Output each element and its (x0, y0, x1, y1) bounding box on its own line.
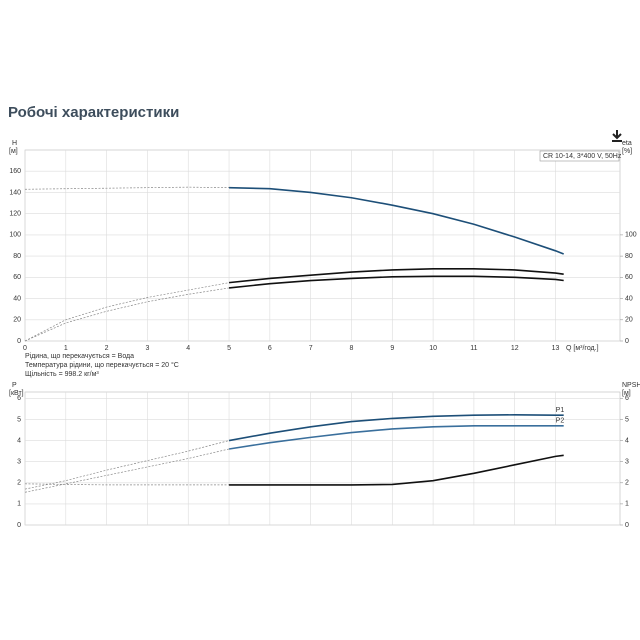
y-tick-label: 0 (17, 338, 21, 345)
y-tick-label: 160 (9, 168, 21, 175)
curve (228, 268, 564, 284)
curve-extrapolated (24, 448, 230, 493)
y2-tick-label: 0 (625, 338, 629, 345)
curve (228, 424, 564, 450)
fluid-note: Щільність = 998.2 кг/м³ (25, 370, 99, 378)
curve-extrapolated (24, 186, 230, 190)
x-tick-label: 0 (23, 345, 27, 352)
curve (229, 454, 564, 486)
x-tick-label: 10 (429, 345, 437, 352)
legend-box (539, 150, 620, 162)
y2-tick-label: 6 (625, 395, 629, 402)
y2-tick-label: 0 (625, 522, 629, 529)
y2-tick-label: 5 (625, 416, 629, 423)
y-tick-label: 3 (17, 459, 21, 466)
curve-extrapolated (24, 483, 230, 486)
y-tick-label: 40 (13, 295, 21, 302)
curve-extrapolated (24, 440, 230, 490)
y2-tick-label: 1 (625, 501, 629, 508)
x-axis-label: Q [м³/год.] (566, 345, 599, 352)
y-tick-label: 20 (13, 317, 21, 324)
x-tick-label: 9 (390, 345, 394, 352)
y-tick-label: 140 (9, 189, 21, 196)
y-tick-label: 5 (17, 416, 21, 423)
x-tick-label: 12 (511, 345, 519, 352)
y-axis-label: H (12, 140, 17, 147)
curve (228, 413, 564, 442)
y2-tick-label: 2 (625, 480, 629, 487)
series-label: P1 (556, 407, 565, 414)
plot-area (24, 149, 621, 342)
y-tick-label: 60 (13, 274, 21, 281)
x-tick-label: 8 (350, 345, 354, 352)
x-tick-label: 4 (186, 345, 190, 352)
y2-axis-label: NPSH (622, 382, 640, 389)
fluid-note: Рідина, що перекачується = Вода (25, 352, 134, 360)
x-tick-label: 13 (552, 345, 560, 352)
fluid-note: Температура рідини, що перекачується = 2… (25, 361, 179, 369)
x-tick-label: 5 (227, 345, 231, 352)
curve-extrapolated (24, 287, 230, 342)
y2-axis-unit: [м] (622, 390, 631, 397)
y-tick-label: 100 (9, 232, 21, 239)
y-tick-label: 1 (17, 501, 21, 508)
y-axis-unit: [кВт] (9, 390, 24, 397)
y2-tick-label: 80 (625, 253, 633, 260)
y2-tick-label: 20 (625, 317, 633, 324)
y-tick-label: 2 (17, 480, 21, 487)
y-tick-label: 80 (13, 253, 21, 260)
legend-text: CR 10-14, 3*400 V, 50Hz (543, 153, 622, 160)
page-title: Робочі характеристики (8, 104, 179, 121)
x-tick-label: 2 (105, 345, 109, 352)
plot-area (24, 391, 621, 526)
y-tick-label: 4 (17, 437, 21, 444)
curve (228, 275, 564, 289)
curve (229, 186, 564, 255)
curve-extrapolated (24, 282, 230, 342)
x-tick-label: 7 (309, 345, 313, 352)
y2-tick-label: 4 (625, 437, 629, 444)
y2-tick-label: 100 (625, 232, 637, 239)
x-tick-label: 11 (470, 345, 477, 352)
x-tick-label: 6 (268, 345, 272, 352)
y-axis-label: P (12, 382, 17, 389)
y-axis-unit: [м] (9, 148, 18, 155)
y-tick-label: 6 (17, 395, 21, 402)
series-label: P2 (556, 418, 565, 425)
x-tick-label: 3 (145, 345, 149, 352)
y2-tick-label: 40 (625, 295, 633, 302)
download-icon[interactable] (612, 130, 622, 142)
x-tick-label: 1 (64, 345, 68, 352)
download-glyph[interactable] (612, 130, 622, 142)
y2-axis-unit: [%] (622, 148, 632, 155)
y-tick-label: 120 (9, 211, 21, 218)
y-tick-label: 0 (17, 522, 21, 529)
y2-tick-label: 60 (625, 274, 633, 281)
y2-tick-label: 3 (625, 459, 629, 466)
y2-axis-label: eta (622, 140, 632, 147)
